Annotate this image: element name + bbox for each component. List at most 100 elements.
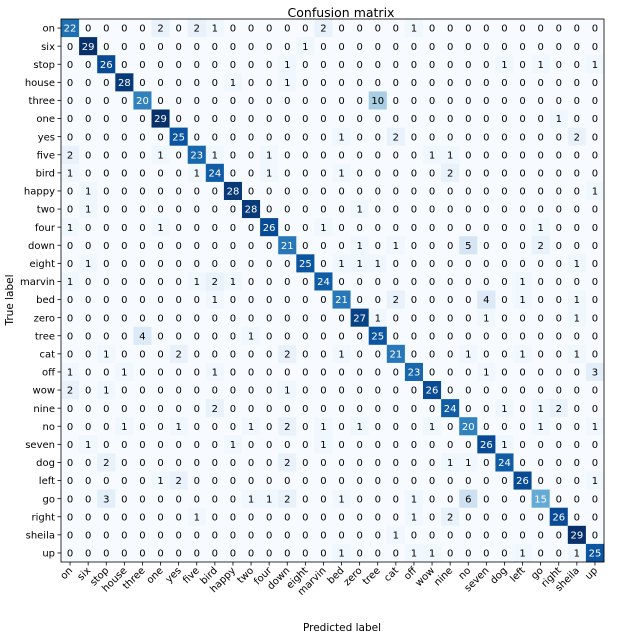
heatmap-cell-value: 0: [338, 114, 344, 125]
heatmap-cell: [585, 127, 605, 146]
heatmap-cell: [187, 417, 207, 436]
heatmap-cell: [531, 525, 550, 545]
heatmap-cell-value: 0: [483, 24, 489, 35]
heatmap-cell-value: 0: [429, 368, 435, 379]
heatmap-cell-value: 0: [284, 42, 290, 53]
heatmap-cell: [115, 326, 134, 346]
heatmap-cell: [386, 507, 406, 527]
heatmap-cell-value: 0: [429, 530, 435, 541]
heatmap-cell: [260, 181, 279, 201]
heatmap-cell-value: 0: [67, 313, 73, 324]
heatmap-cell-value: 1: [85, 259, 91, 270]
heatmap-cell: [296, 326, 315, 346]
heatmap-cell-value: 0: [447, 114, 453, 125]
heatmap-cell: [585, 19, 605, 38]
heatmap-cell: [169, 19, 188, 38]
heatmap-cell: [314, 525, 333, 545]
heatmap-cell: [585, 109, 605, 128]
heatmap-cell-value: 0: [212, 187, 218, 198]
heatmap-cell: [567, 145, 587, 165]
heatmap-cell-value: 0: [483, 78, 489, 89]
heatmap-cell: [386, 308, 406, 327]
heatmap-cell: [169, 326, 188, 346]
heatmap-cell: [404, 507, 424, 527]
heatmap-cell-value: 0: [212, 530, 218, 541]
heatmap-cell: [278, 181, 297, 201]
heatmap-cell: [531, 73, 550, 92]
heatmap-cell: [242, 218, 261, 237]
heatmap-cell-value: 2: [157, 24, 163, 35]
heatmap-cell: [278, 109, 297, 128]
heatmap-cell-value: 0: [574, 494, 580, 505]
heatmap-cell: [223, 19, 243, 38]
heatmap-cell: [404, 272, 424, 291]
heatmap-cell-value: 0: [320, 42, 326, 53]
heatmap-cell: [404, 525, 424, 545]
heatmap-cell-value: 0: [248, 458, 254, 469]
heatmap-cell: [115, 91, 134, 110]
heatmap-cell-value: 1: [574, 549, 580, 560]
heatmap-cell: [513, 254, 532, 273]
heatmap-cell: [278, 381, 297, 400]
heatmap-cell-value: 0: [194, 42, 200, 53]
heatmap-cell-value: 0: [574, 476, 580, 487]
heatmap-cell: [151, 19, 170, 38]
heatmap-cell-value: 0: [230, 150, 236, 161]
heatmap-cell: [531, 272, 550, 291]
heatmap-cell: [314, 326, 333, 346]
heatmap-cell-value: 0: [519, 114, 525, 125]
heatmap-cell-value: 0: [429, 60, 435, 71]
heatmap-cell: [314, 163, 333, 183]
heatmap-cell-value: 0: [338, 78, 344, 89]
heatmap-cell-value: 21: [281, 241, 294, 252]
heatmap-cell: [314, 471, 333, 490]
heatmap-cell-value: 0: [248, 404, 254, 415]
heatmap-cell: [115, 417, 134, 436]
heatmap-cell-value: 0: [212, 241, 218, 252]
heatmap-cell-value: 0: [465, 476, 471, 487]
heatmap-cell: [223, 507, 243, 527]
heatmap-cell-value: 0: [501, 494, 507, 505]
heatmap-cell: [79, 200, 98, 219]
y-tick-label: yes: [38, 132, 55, 143]
heatmap-cell: [549, 399, 569, 418]
heatmap-cell: [296, 525, 315, 545]
heatmap-cell: [368, 308, 388, 327]
heatmap-cell: [404, 471, 424, 490]
heatmap-cell-value: 0: [121, 114, 127, 125]
heatmap-cell: [205, 145, 225, 165]
heatmap-cell-value: 0: [356, 476, 362, 487]
heatmap-cell: [314, 181, 333, 201]
heatmap-cell-value: 0: [320, 295, 326, 306]
heatmap-cell: [441, 55, 460, 74]
heatmap-cell-value: 0: [592, 24, 598, 35]
heatmap-cell: [314, 254, 333, 273]
y-tick-label: left: [39, 476, 55, 487]
heatmap-cell: [260, 272, 279, 291]
heatmap-cell-value: 0: [356, 150, 362, 161]
heatmap-cell: [404, 453, 424, 472]
heatmap-cell: [423, 489, 442, 508]
heatmap-cell: [187, 326, 207, 346]
heatmap-cell-value: 0: [103, 205, 109, 216]
heatmap-cell: [296, 236, 315, 255]
heatmap-cell-value: 0: [266, 96, 272, 107]
heatmap-cell-value: 0: [103, 512, 109, 523]
heatmap-cell-value: 0: [157, 549, 163, 560]
heatmap-cell-value: 0: [157, 78, 163, 89]
heatmap-cell-value: 0: [465, 386, 471, 397]
heatmap-cell: [350, 381, 369, 400]
heatmap-cell-value: 1: [411, 494, 417, 505]
heatmap-cell: [260, 290, 279, 309]
heatmap-cell-value: 0: [212, 259, 218, 270]
heatmap-cell-value: 0: [157, 422, 163, 433]
heatmap-cell-value: 1: [537, 422, 543, 433]
heatmap-cell-value: 0: [121, 530, 127, 541]
heatmap-cell: [223, 73, 243, 92]
heatmap-cell-value: 1: [501, 440, 507, 451]
heatmap-cell-value: 0: [121, 96, 127, 107]
heatmap-cell-value: 0: [465, 549, 471, 560]
heatmap-cell-value: 0: [411, 205, 417, 216]
y-tick-label: eight: [29, 259, 55, 270]
heatmap-cell: [477, 181, 496, 201]
